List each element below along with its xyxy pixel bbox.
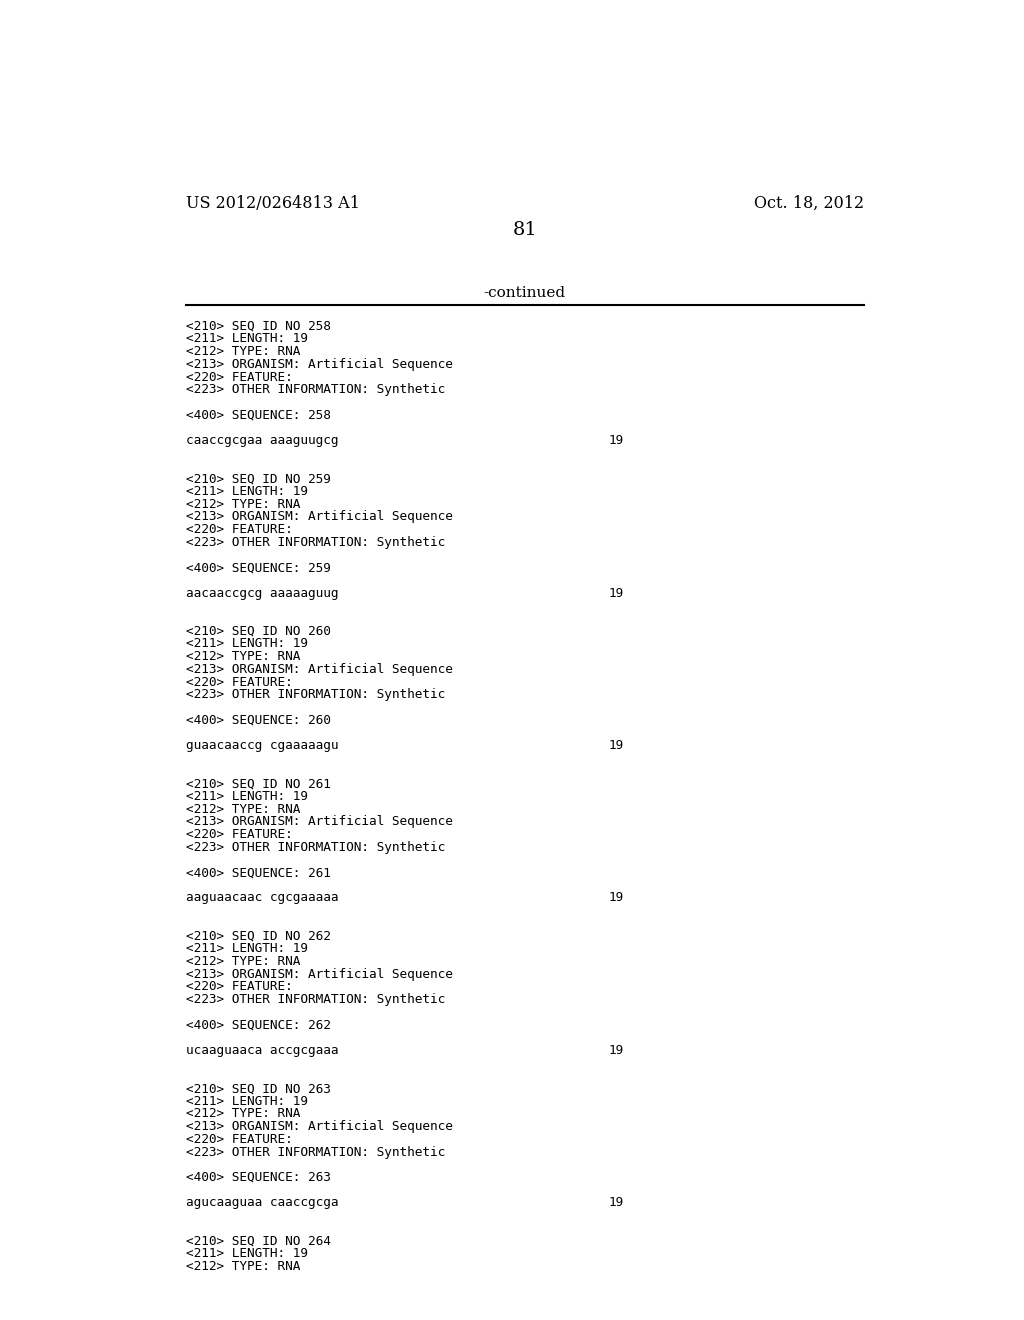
Text: <211> LENGTH: 19: <211> LENGTH: 19 bbox=[186, 789, 308, 803]
Text: <223> OTHER INFORMATION: Synthetic: <223> OTHER INFORMATION: Synthetic bbox=[186, 383, 445, 396]
Text: <223> OTHER INFORMATION: Synthetic: <223> OTHER INFORMATION: Synthetic bbox=[186, 688, 445, 701]
Text: <212> TYPE: RNA: <212> TYPE: RNA bbox=[186, 345, 300, 358]
Text: <212> TYPE: RNA: <212> TYPE: RNA bbox=[186, 1107, 300, 1121]
Text: 19: 19 bbox=[608, 891, 624, 904]
Text: <213> ORGANISM: Artificial Sequence: <213> ORGANISM: Artificial Sequence bbox=[186, 663, 453, 676]
Text: <212> TYPE: RNA: <212> TYPE: RNA bbox=[186, 498, 300, 511]
Text: <210> SEQ ID NO 262: <210> SEQ ID NO 262 bbox=[186, 929, 331, 942]
Text: -continued: -continued bbox=[483, 286, 566, 300]
Text: <400> SEQUENCE: 260: <400> SEQUENCE: 260 bbox=[186, 714, 331, 726]
Text: aaguaacaac cgcgaaaaa: aaguaacaac cgcgaaaaa bbox=[186, 891, 339, 904]
Text: <220> FEATURE:: <220> FEATURE: bbox=[186, 371, 293, 384]
Text: 19: 19 bbox=[608, 434, 624, 447]
Text: <400> SEQUENCE: 262: <400> SEQUENCE: 262 bbox=[186, 1019, 331, 1031]
Text: <220> FEATURE:: <220> FEATURE: bbox=[186, 828, 293, 841]
Text: <213> ORGANISM: Artificial Sequence: <213> ORGANISM: Artificial Sequence bbox=[186, 358, 453, 371]
Text: 19: 19 bbox=[608, 1044, 624, 1057]
Text: <210> SEQ ID NO 263: <210> SEQ ID NO 263 bbox=[186, 1082, 331, 1096]
Text: <220> FEATURE:: <220> FEATURE: bbox=[186, 981, 293, 994]
Text: aacaaccgcg aaaaaguug: aacaaccgcg aaaaaguug bbox=[186, 586, 339, 599]
Text: agucaaguaa caaccgcga: agucaaguaa caaccgcga bbox=[186, 1196, 339, 1209]
Text: <400> SEQUENCE: 259: <400> SEQUENCE: 259 bbox=[186, 561, 331, 574]
Text: <212> TYPE: RNA: <212> TYPE: RNA bbox=[186, 803, 300, 816]
Text: guaacaaccg cgaaaaagu: guaacaaccg cgaaaaagu bbox=[186, 739, 339, 752]
Text: <210> SEQ ID NO 258: <210> SEQ ID NO 258 bbox=[186, 319, 331, 333]
Text: <213> ORGANISM: Artificial Sequence: <213> ORGANISM: Artificial Sequence bbox=[186, 511, 453, 523]
Text: <220> FEATURE:: <220> FEATURE: bbox=[186, 1133, 293, 1146]
Text: <213> ORGANISM: Artificial Sequence: <213> ORGANISM: Artificial Sequence bbox=[186, 1121, 453, 1133]
Text: <223> OTHER INFORMATION: Synthetic: <223> OTHER INFORMATION: Synthetic bbox=[186, 1146, 445, 1159]
Text: <220> FEATURE:: <220> FEATURE: bbox=[186, 523, 293, 536]
Text: <400> SEQUENCE: 258: <400> SEQUENCE: 258 bbox=[186, 409, 331, 421]
Text: <210> SEQ ID NO 261: <210> SEQ ID NO 261 bbox=[186, 777, 331, 791]
Text: <210> SEQ ID NO 264: <210> SEQ ID NO 264 bbox=[186, 1234, 331, 1247]
Text: ucaaguaaca accgcgaaa: ucaaguaaca accgcgaaa bbox=[186, 1044, 339, 1057]
Text: <211> LENGTH: 19: <211> LENGTH: 19 bbox=[186, 942, 308, 956]
Text: <210> SEQ ID NO 260: <210> SEQ ID NO 260 bbox=[186, 624, 331, 638]
Text: Oct. 18, 2012: Oct. 18, 2012 bbox=[754, 194, 864, 211]
Text: <220> FEATURE:: <220> FEATURE: bbox=[186, 676, 293, 689]
Text: <213> ORGANISM: Artificial Sequence: <213> ORGANISM: Artificial Sequence bbox=[186, 968, 453, 981]
Text: <211> LENGTH: 19: <211> LENGTH: 19 bbox=[186, 638, 308, 651]
Text: <210> SEQ ID NO 259: <210> SEQ ID NO 259 bbox=[186, 473, 331, 486]
Text: <211> LENGTH: 19: <211> LENGTH: 19 bbox=[186, 333, 308, 346]
Text: <223> OTHER INFORMATION: Synthetic: <223> OTHER INFORMATION: Synthetic bbox=[186, 536, 445, 549]
Text: 19: 19 bbox=[608, 586, 624, 599]
Text: <212> TYPE: RNA: <212> TYPE: RNA bbox=[186, 1259, 300, 1272]
Text: 19: 19 bbox=[608, 1196, 624, 1209]
Text: <211> LENGTH: 19: <211> LENGTH: 19 bbox=[186, 484, 308, 498]
Text: <211> LENGTH: 19: <211> LENGTH: 19 bbox=[186, 1247, 308, 1261]
Text: 81: 81 bbox=[512, 220, 538, 239]
Text: 19: 19 bbox=[608, 739, 624, 752]
Text: <223> OTHER INFORMATION: Synthetic: <223> OTHER INFORMATION: Synthetic bbox=[186, 993, 445, 1006]
Text: <211> LENGTH: 19: <211> LENGTH: 19 bbox=[186, 1094, 308, 1107]
Text: caaccgcgaa aaaguugcg: caaccgcgaa aaaguugcg bbox=[186, 434, 339, 447]
Text: <213> ORGANISM: Artificial Sequence: <213> ORGANISM: Artificial Sequence bbox=[186, 816, 453, 828]
Text: <212> TYPE: RNA: <212> TYPE: RNA bbox=[186, 954, 300, 968]
Text: <223> OTHER INFORMATION: Synthetic: <223> OTHER INFORMATION: Synthetic bbox=[186, 841, 445, 854]
Text: US 2012/0264813 A1: US 2012/0264813 A1 bbox=[186, 194, 360, 211]
Text: <400> SEQUENCE: 261: <400> SEQUENCE: 261 bbox=[186, 866, 331, 879]
Text: <212> TYPE: RNA: <212> TYPE: RNA bbox=[186, 649, 300, 663]
Text: <400> SEQUENCE: 263: <400> SEQUENCE: 263 bbox=[186, 1171, 331, 1184]
